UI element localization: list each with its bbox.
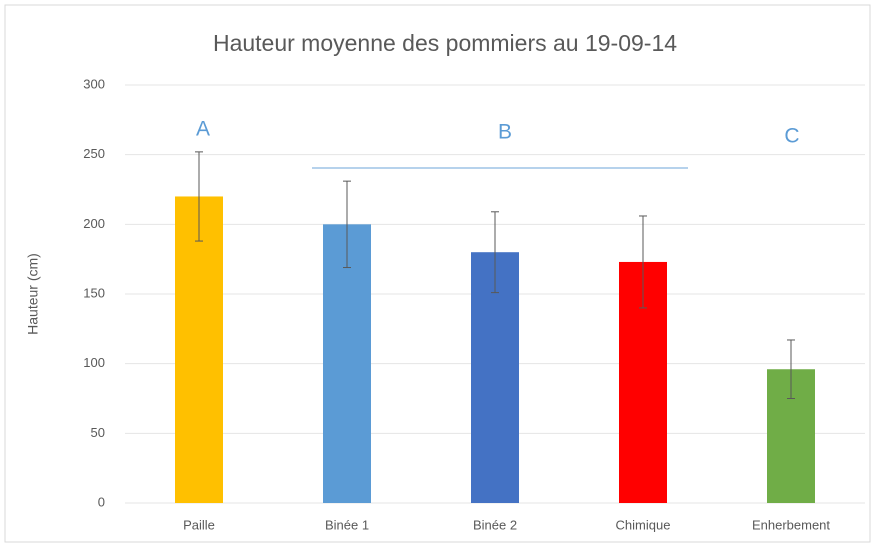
x-tick-label: Binée 2	[473, 517, 517, 532]
x-tick-label: Chimique	[616, 517, 671, 532]
y-tick-label: 300	[83, 76, 105, 91]
bar	[323, 224, 371, 504]
error-bar	[787, 339, 795, 399]
y-tick-label: 150	[83, 285, 105, 300]
y-axis-label: Hauteur (cm)	[25, 253, 41, 335]
y-tick-label: 250	[83, 146, 105, 161]
y-tick-label: 0	[98, 494, 105, 509]
chart-title: Hauteur moyenne des pommiers au 19-09-14	[213, 30, 677, 56]
x-tick-label: Enherbement	[752, 517, 830, 532]
y-tick-label: 200	[83, 216, 105, 231]
x-tick-label: Paille	[183, 517, 215, 532]
error-bar	[343, 180, 351, 269]
bar	[471, 252, 519, 503]
error-bar	[195, 151, 203, 242]
group-letter: C	[784, 125, 799, 148]
group-letter: B	[498, 121, 512, 144]
error-bar	[491, 211, 499, 294]
group-letter: A	[196, 118, 210, 141]
x-tick-label: Binée 1	[325, 517, 369, 532]
bar	[175, 196, 223, 503]
chart-frame	[4, 4, 871, 543]
y-tick-label: 100	[83, 355, 105, 370]
y-tick-label: 50	[91, 425, 105, 440]
error-bar	[639, 215, 647, 309]
